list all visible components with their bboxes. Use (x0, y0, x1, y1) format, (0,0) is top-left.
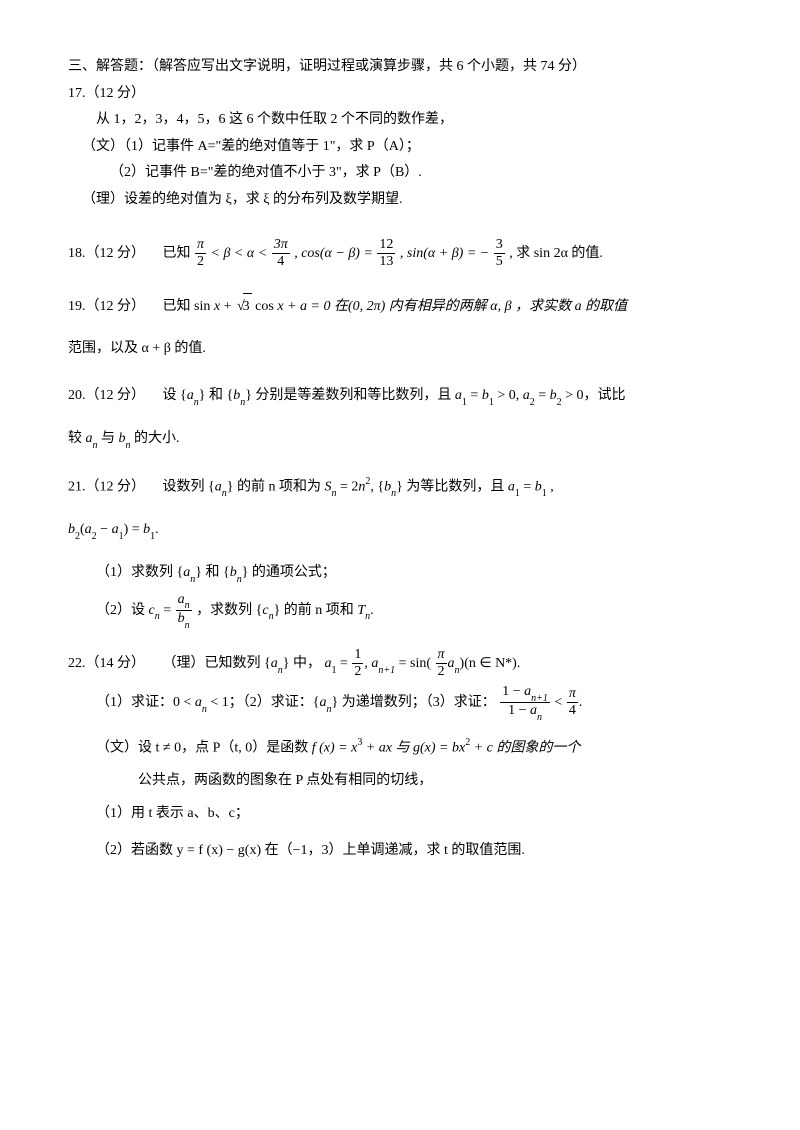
q19-line2: 范围，以及 α + β 的值. (68, 336, 732, 363)
question-17: 17.（12 分） 从 1，2，3，4，5，6 这 6 个数中任取 2 个不同的… (68, 81, 732, 214)
q22-li-p3-end: . (579, 695, 583, 710)
q22-frac-half: 1 2 (352, 647, 363, 680)
question-22: 22.（14 分） （理）已知数列 {an} 中， a1 = 1 2 , an+… (68, 644, 732, 864)
q20-number: 20.（12 分） (68, 388, 145, 403)
q17-line4: （理）设差的绝对值为 ξ，求 ξ 的分布列及数学期望. (68, 187, 732, 214)
section-3-header: 三、解答题：（解答应写出文字说明，证明过程或演算步骤，共 6 个小题，共 74 … (68, 54, 732, 81)
q18-sin: , sin(α + β) = − (400, 246, 489, 261)
q22-wen-p2: （2）若函数 y = f (x) − g(x) 在（−1，3）上单调递减，求 t… (68, 838, 732, 865)
q18-frac3: 12 13 (377, 237, 395, 270)
q19-number: 19.（12 分） (68, 299, 145, 314)
q22-number: 22.（14 分） (68, 656, 145, 671)
q20-end: 的大小. (131, 431, 180, 446)
q18-frac2: 3π 4 (272, 237, 290, 270)
q17-line3: （2）记事件 B="差的绝对值不小于 3"，求 P（B）. (68, 160, 732, 187)
q21-p2-end: . (370, 603, 374, 618)
q21-l2-end: . (155, 522, 159, 537)
q18-frac4: 3 5 (494, 237, 505, 270)
q18-frac1: π 2 (195, 237, 206, 270)
q18-cos: , cos(α − β) = (294, 246, 376, 261)
q22-frac-pi2: π 2 (436, 647, 447, 680)
question-18: 18.（12 分） 已知 π 2 < β < α < 3π 4 , cos(α … (68, 234, 732, 273)
page-content: 三、解答题：（解答应写出文字说明，证明过程或演算步骤，共 6 个小题，共 74 … (0, 0, 800, 918)
question-20: 20.（12 分） 设 {an} 和 {bn} 分别是等差数列和等比数列，且 a… (68, 383, 732, 453)
q22-frac-pi4: π 4 (567, 686, 578, 719)
q21-number: 21.（12 分） (68, 479, 145, 494)
question-21: 21.（12 分） 设数列 {an} 的前 n 项和为 Sn = 2n2, {b… (68, 473, 732, 630)
q17-line1: 从 1，2，3，4，5，6 这 6 个数中任取 2 个不同的数作差， (68, 107, 732, 134)
q21-p1-end: } 的通项公式； (242, 565, 336, 580)
q22-frac-ratio: 1 − an+1 1 − an (500, 684, 550, 722)
q19-pre: 已知 sin (163, 299, 214, 314)
q19-eq: + a = 0 在(0, 2π) 内有相异的两解 α, β ，求实数 a 的取值 (284, 299, 628, 314)
q17-number: 17.（12 分） (68, 86, 145, 101)
sqrt-icon: 3 (235, 293, 252, 321)
q18-post: , 求 sin 2α 的值. (509, 246, 603, 261)
q17-line2: （文）（1）记事件 A="差的绝对值等于 1"，求 P（A）； (68, 134, 732, 161)
q18-ineq1: < β < α < (211, 246, 271, 261)
question-19: 19.（12 分） 已知 sin x + 3 cos x + a = 0 在(0… (68, 293, 732, 363)
q22-wen-l2: 公共点，两函数的图象在 P 点处有相同的切线， (68, 768, 732, 795)
q22-wen-p1: （1）用 t 表示 a、b、c； (68, 801, 732, 828)
q18-pre: 已知 (163, 246, 191, 261)
q18-number: 18.（12 分） (68, 246, 145, 261)
q21-frac-cn: an bn (176, 592, 192, 630)
